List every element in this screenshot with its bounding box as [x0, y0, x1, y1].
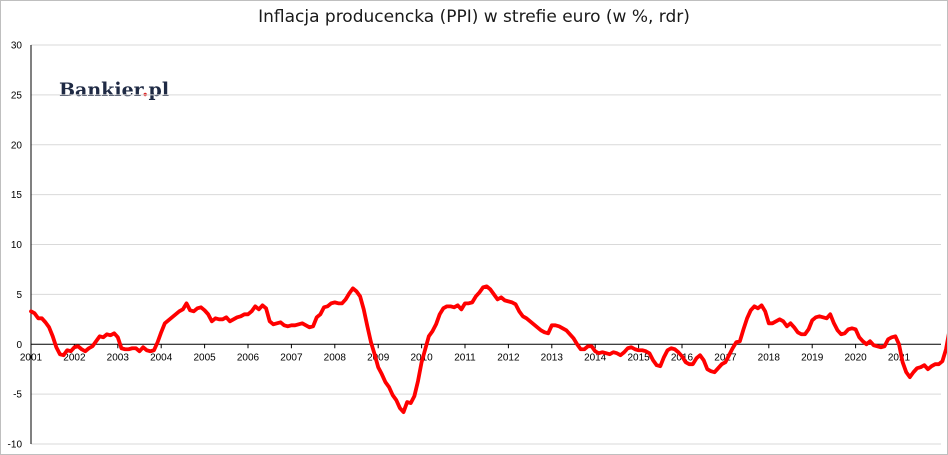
y-tick-label: -5: [13, 390, 22, 401]
x-tick-label: 2020: [844, 352, 867, 363]
grid-lines: [31, 44, 941, 445]
x-tick-label: 2002: [63, 352, 86, 363]
logo-tld: pl: [148, 79, 170, 101]
x-tick-label: 2008: [324, 352, 347, 363]
y-tick-label: 20: [11, 140, 23, 151]
x-tick-label: 2011: [454, 352, 476, 363]
logo-name: Bankier: [59, 79, 142, 101]
x-tick-label: 2018: [758, 352, 781, 363]
x-tick-label: 2001: [20, 352, 43, 363]
x-tick-label: 2014: [584, 352, 607, 363]
logo-dot: .: [141, 79, 149, 101]
x-tick-label: 2003: [107, 352, 130, 363]
bankier-logo: Bankier.pl: [59, 79, 169, 101]
x-tick-label: 2006: [237, 352, 260, 363]
x-tick-label: 2009: [367, 352, 390, 363]
x-tick-label: 2013: [541, 352, 564, 363]
x-axis-ticks: 2001 2002 2003 2004 2005 2006 2007 2008 2009 2010…: [20, 352, 911, 363]
chart-title: Inflacja producencka (PPI) w strefie eur…: [258, 7, 690, 27]
y-tick-label: 0: [16, 340, 22, 351]
y-tick-label: 30: [11, 41, 23, 52]
y-tick-label: 15: [11, 190, 23, 201]
x-tick-label: 2015: [627, 352, 650, 363]
y-axis-ticks: 30 25 20 15 10 5 0 -5 -10: [8, 41, 23, 451]
x-tick-label: 2012: [497, 352, 520, 363]
series-layer: [29, 284, 947, 414]
y-tick-label: 25: [11, 90, 23, 101]
x-tick-label: 2019: [801, 352, 824, 363]
ppi-series-line: [29, 284, 947, 414]
x-tick-label: 2004: [150, 352, 173, 363]
x-tick-label: 2021: [888, 352, 911, 363]
x-tick-label: 2005: [193, 352, 216, 363]
y-tick-label: 5: [16, 290, 22, 301]
x-tick-label: 2007: [280, 352, 303, 363]
axes: [30, 45, 941, 444]
y-tick-label: 10: [11, 240, 23, 251]
y-tick-label: -10: [8, 440, 23, 451]
